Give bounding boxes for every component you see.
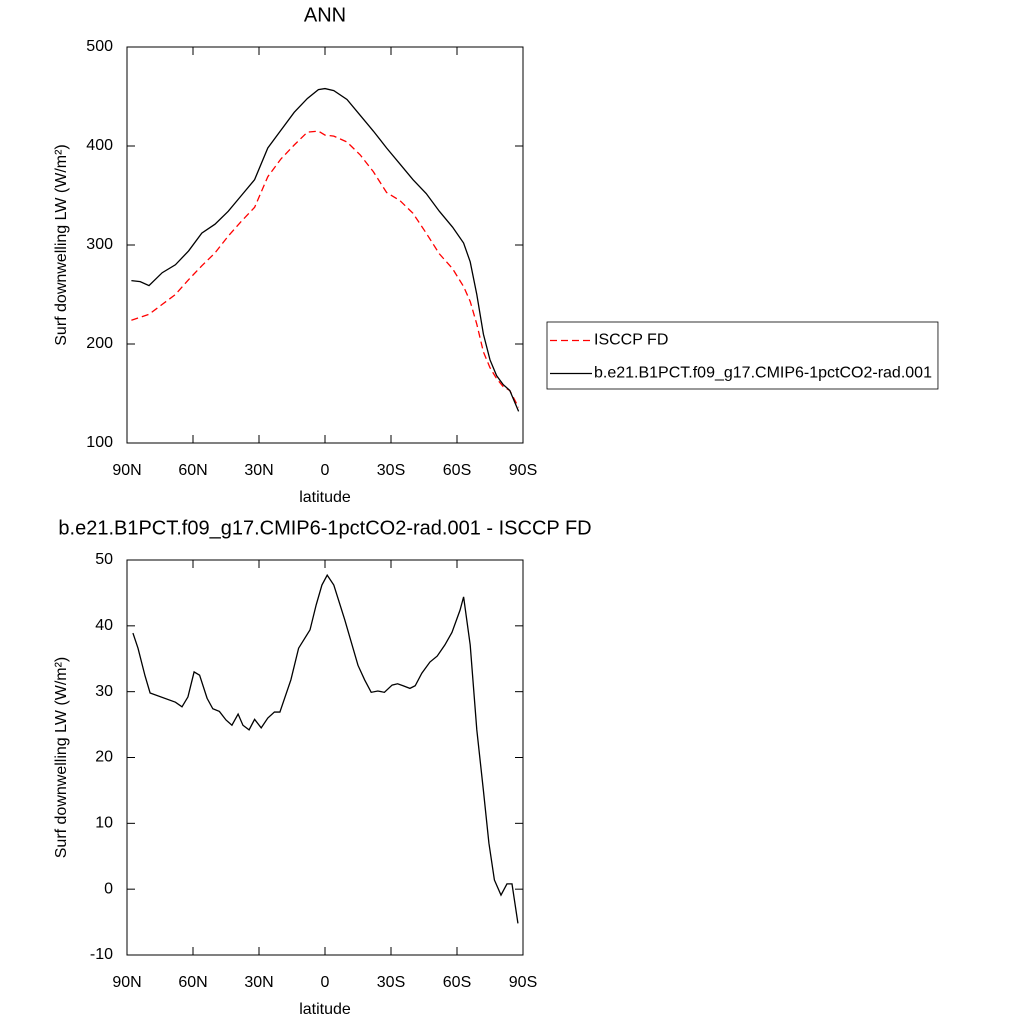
y-tick-label: 10: [95, 815, 113, 832]
chart-title: b.e21.B1PCT.f09_g17.CMIP6-1pctCO2-rad.00…: [58, 517, 591, 539]
x-tick-label: 60S: [443, 974, 471, 991]
y-tick-label: 300: [86, 236, 113, 253]
x-axis-label: latitude: [299, 489, 351, 506]
x-tick-label: 30S: [377, 462, 405, 479]
x-tick-label: 90S: [509, 462, 537, 479]
data-line: [131, 130, 520, 408]
x-tick-label: 60N: [178, 462, 207, 479]
y-tick-label: -10: [90, 946, 113, 963]
x-tick-label: 60S: [443, 462, 471, 479]
y-tick-label: 500: [86, 38, 113, 55]
y-tick-label: 40: [95, 617, 113, 634]
legend-label: ISCCP FD: [594, 332, 668, 349]
y-tick-label: 50: [95, 551, 113, 568]
x-tick-label: 90N: [112, 462, 141, 479]
x-tick-label: 30S: [377, 974, 405, 991]
x-axis-label: latitude: [299, 1001, 351, 1018]
plot-frame: [126, 46, 524, 444]
plot-frame: [126, 559, 524, 956]
x-tick-label: 30N: [244, 462, 273, 479]
x-tick-label: 90S: [509, 974, 537, 991]
data-line: [132, 573, 519, 924]
x-tick-label: 60N: [178, 974, 207, 991]
legend-label: b.e21.B1PCT.f09_g17.CMIP6-1pctCO2-rad.00…: [594, 365, 932, 382]
y-tick-label: 400: [86, 137, 113, 154]
chart-title: ANN: [304, 4, 346, 26]
x-tick-label: 30N: [244, 974, 273, 991]
y-tick-label: 30: [95, 683, 113, 700]
x-tick-label: 0: [321, 462, 330, 479]
legend-box: [546, 321, 939, 390]
y-tick-label: 0: [104, 880, 113, 897]
y-tick-label: 20: [95, 749, 113, 766]
y-tick-label: 100: [86, 434, 113, 451]
data-line: [131, 87, 520, 412]
y-tick-label: 200: [86, 335, 113, 352]
x-tick-label: 0: [321, 974, 330, 991]
x-tick-label: 90N: [112, 974, 141, 991]
y-axis-label: Surf downwelling LW (W/m²): [53, 144, 70, 346]
y-axis-label: Surf downwelling LW (W/m²): [53, 657, 70, 859]
